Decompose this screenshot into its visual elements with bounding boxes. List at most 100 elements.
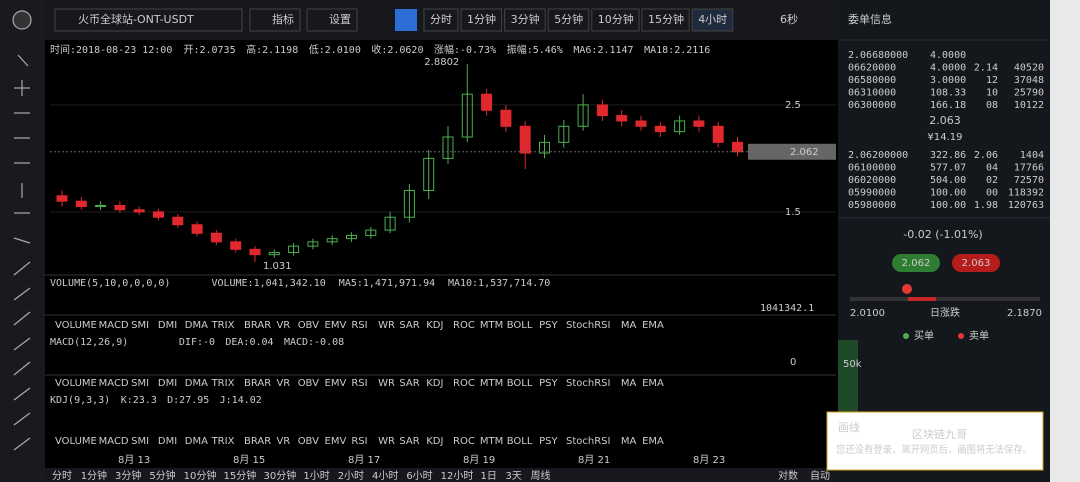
indicator-tab[interactable]: WR (378, 320, 395, 331)
indicator-tab[interactable]: EMV (325, 436, 347, 447)
bottom-tab[interactable]: 3天 (506, 471, 522, 482)
indicator-tab[interactable]: SAR (399, 436, 419, 447)
indicator-tab[interactable]: MACD (99, 436, 129, 447)
auto-toggle[interactable]: 自动 (810, 469, 830, 482)
indicator-tab[interactable]: OBV (298, 378, 319, 389)
indicator-tab[interactable]: MACD (99, 378, 129, 389)
bottom-tab[interactable]: 6小时 (406, 470, 432, 482)
bottom-tab[interactable]: 分时 (52, 470, 72, 482)
indicator-tab[interactable]: PSY (539, 320, 558, 331)
interval-tab[interactable] (460, 8, 503, 32)
indicator-tab[interactable]: KDJ (426, 378, 443, 389)
indicator-tab[interactable]: StochRSI (566, 320, 610, 331)
indicator-tab[interactable]: VR (276, 378, 290, 389)
indicator-tab[interactable]: MTM (480, 436, 503, 447)
interval-tab[interactable] (504, 8, 546, 32)
indicator-tab[interactable]: TRIX (211, 436, 235, 447)
button[interactable] (306, 8, 358, 32)
bottom-tab[interactable]: 3分钟 (115, 469, 141, 482)
indicator-tab[interactable]: OBV (298, 436, 319, 447)
sell-button[interactable] (952, 254, 1000, 272)
indicator-tab[interactable]: MTM (480, 378, 503, 389)
indicator-tab[interactable]: SAR (399, 378, 419, 389)
indicator-tab[interactable]: WR (378, 436, 395, 447)
candle-body (230, 241, 242, 250)
interval-tab[interactable] (591, 8, 640, 32)
bottom-tab[interactable]: 1小时 (303, 470, 329, 482)
indicator-tab[interactable]: DMI (158, 320, 177, 331)
indicator-tab[interactable]: DMA (185, 436, 208, 447)
indicator-tab[interactable]: VOLUME (55, 320, 97, 331)
volume-info: MA10:1,537,714.70 (448, 278, 550, 289)
indicator-tab[interactable]: RSI (351, 320, 367, 331)
current-price: 2.062 (790, 147, 819, 158)
bottom-tab[interactable]: 30分钟 (263, 469, 296, 482)
interval-tab[interactable] (423, 8, 459, 32)
bottom-tab[interactable]: 周线 (530, 469, 550, 482)
interval-tab[interactable] (691, 8, 734, 32)
log-toggle[interactable]: 对数 (778, 469, 798, 482)
indicator-tab[interactable]: ROC (453, 378, 475, 389)
bottom-tab[interactable]: 2小时 (338, 470, 364, 482)
indicator-tab[interactable]: PSY (539, 378, 558, 389)
indicator-tab[interactable]: MA (621, 436, 637, 447)
indicator-tab[interactable]: ROC (453, 436, 475, 447)
market-box[interactable] (54, 8, 243, 32)
indicator-tab[interactable]: MTM (480, 320, 503, 331)
indicator-tab[interactable]: BOLL (507, 378, 533, 389)
bottom-tab[interactable]: 12小时 (441, 470, 474, 482)
indicator-tab[interactable]: StochRSI (566, 378, 610, 389)
indicator-tab[interactable]: DMA (185, 320, 208, 331)
legend-label: 买单 (914, 330, 934, 342)
indicator-tab[interactable]: StochRSI (566, 436, 610, 447)
draw-button[interactable] (395, 9, 417, 31)
indicator-tab[interactable]: MA (621, 320, 637, 331)
indicator-tab[interactable]: DMI (158, 378, 177, 389)
indicator-tab[interactable]: MA (621, 378, 637, 389)
indicator-tab[interactable]: SMI (131, 320, 149, 331)
indicator-tab[interactable]: WR (378, 378, 395, 389)
indicator-tab[interactable]: TRIX (211, 378, 235, 389)
indicator-tab[interactable]: EMA (642, 436, 664, 447)
indicator-tab[interactable]: BOLL (507, 436, 533, 447)
indicator-tab[interactable]: PSY (539, 436, 558, 447)
interval-tab[interactable] (641, 8, 690, 32)
indicator-tab[interactable]: SMI (131, 436, 149, 447)
indicator-tab[interactable]: DMI (158, 436, 177, 447)
indicator-tab[interactable]: EMV (325, 378, 347, 389)
indicator-tab[interactable]: BRAR (244, 378, 271, 389)
indicator-tab[interactable]: KDJ (426, 320, 443, 331)
buy-button[interactable] (892, 254, 940, 272)
legend-dot (958, 333, 964, 339)
indicator-tab[interactable]: BRAR (244, 320, 271, 331)
interval-tab[interactable] (547, 8, 590, 32)
indicator-tab[interactable]: OBV (298, 320, 319, 331)
indicator-tab[interactable]: BRAR (244, 436, 271, 447)
bottom-tab[interactable]: 4小时 (372, 470, 398, 482)
indicator-tab[interactable]: SMI (131, 378, 149, 389)
indicator-tab[interactable]: VR (276, 320, 290, 331)
indicator-tab[interactable]: BOLL (507, 320, 533, 331)
button[interactable] (249, 8, 301, 32)
bottom-tab[interactable]: 15分钟 (224, 469, 257, 482)
indicator-tab[interactable]: VOLUME (55, 436, 97, 447)
candle-body (732, 141, 743, 153)
indicator-tab[interactable]: EMV (325, 320, 347, 331)
indicator-tab[interactable]: ROC (453, 320, 475, 331)
indicator-tab[interactable]: VR (276, 436, 290, 447)
indicator-tab[interactable]: VOLUME (55, 378, 97, 389)
indicator-tab[interactable]: SAR (399, 320, 419, 331)
bottom-tab[interactable]: 10分钟 (184, 469, 217, 482)
indicator-tab[interactable]: EMA (642, 320, 664, 331)
volume-info: MA5:1,471,971.94 (339, 278, 435, 289)
indicator-tab[interactable]: RSI (351, 436, 367, 447)
indicator-tab[interactable]: RSI (351, 378, 367, 389)
indicator-tab[interactable]: EMA (642, 378, 664, 389)
indicator-tab[interactable]: MACD (99, 320, 129, 331)
bottom-tab[interactable]: 1分钟 (81, 469, 107, 482)
indicator-tab[interactable]: KDJ (426, 436, 443, 447)
bottom-tab[interactable]: 5分钟 (149, 469, 175, 482)
indicator-tab[interactable]: DMA (185, 378, 208, 389)
indicator-tab[interactable]: TRIX (211, 320, 235, 331)
bottom-tab[interactable]: 1日 (481, 471, 497, 482)
